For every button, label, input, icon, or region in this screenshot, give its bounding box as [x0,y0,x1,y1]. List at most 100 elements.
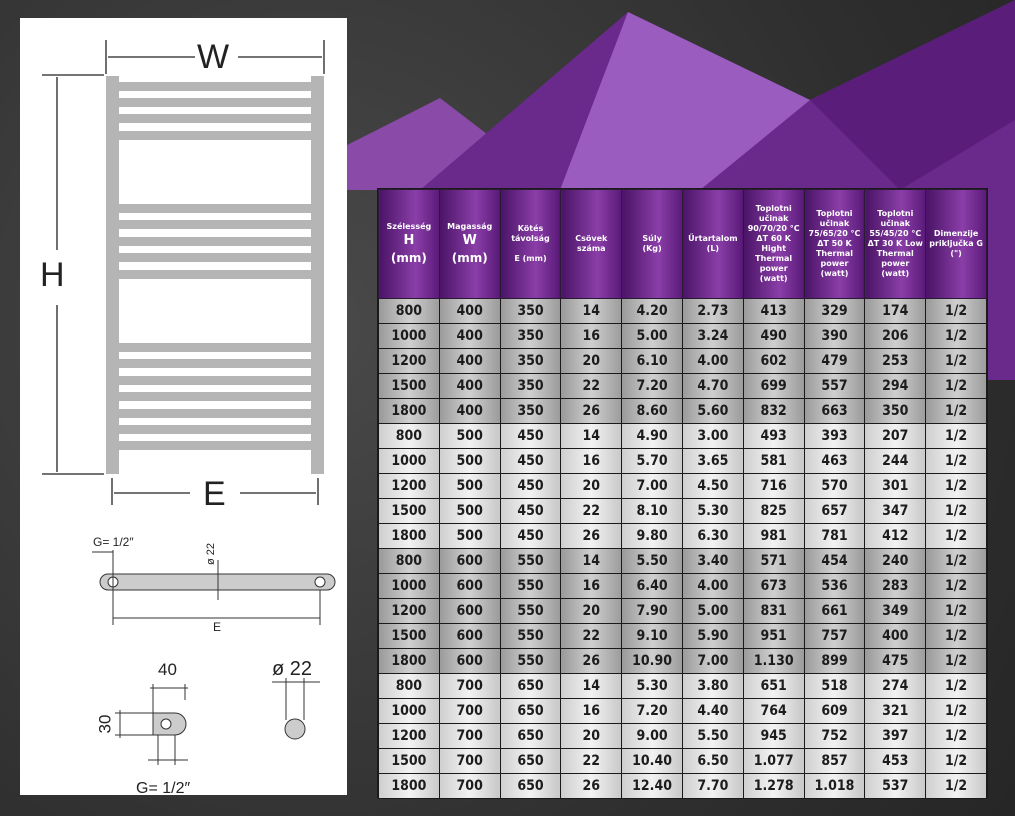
table-cell: 1/2 [925,723,987,749]
bracket-height-label: 30 [95,714,115,734]
table-row: 1200 400 350 20 6.10 4.00 602 479 253 1/2 [378,348,987,374]
table-cell: 350 [864,398,927,424]
table-cell: 6.10 [621,348,683,374]
table-cell: 657 [803,498,866,524]
table-cell: 825 [742,498,805,524]
table-cell: 207 [864,423,927,449]
table-cell: 350 [499,398,562,424]
table-cell: 650 [499,748,562,774]
table-cell: 350 [499,348,562,374]
table-cell: 3.40 [681,548,744,574]
table-cell: 2.73 [681,298,744,324]
left-rail [106,76,119,474]
table-cell: 1/2 [925,623,987,649]
table-row: 800 500 450 14 4.90 3.00 493 393 207 1/2 [378,423,987,449]
table-cell: 570 [803,473,866,499]
spec-table-container: Szélesség H (mm) Magasság W (mm) Kötés távol… [377,188,988,799]
table-row: 800 400 350 14 4.20 2.73 413 329 174 1/2 [378,298,987,324]
table-cell: 650 [499,673,562,699]
col-tube-count: Csövek száma [560,189,623,299]
right-rail [311,76,324,474]
connection-circle [314,576,326,588]
table-cell: 16 [560,323,623,349]
table-cell: 700 [438,748,501,774]
table-row: 1200 600 550 20 7.90 5.00 831 661 349 1/2 [378,598,987,624]
table-cell: 20 [560,723,623,749]
table-cell: 1/2 [925,473,987,499]
table-cell: 500 [438,473,501,499]
table-cell: 781 [803,523,866,549]
table-cell: 699 [742,373,805,399]
table-cell: 5.70 [621,448,683,474]
table-cell: 1500 [378,623,440,649]
table-cell: 1/2 [925,423,987,449]
table-cell: 600 [438,623,501,649]
table-cell: 1200 [378,348,440,374]
table-cell: 450 [499,473,562,499]
table-cell: 22 [560,373,623,399]
table-cell: 550 [499,623,562,649]
table-cell: 4.20 [621,298,683,324]
table-cell: 800 [378,298,440,324]
table-cell: 571 [742,548,805,574]
technical-drawing [42,40,336,765]
table-cell: 26 [560,648,623,674]
table-cell: 350 [499,298,562,324]
bracket-width-label: 40 [158,660,177,679]
table-cell: 479 [803,348,866,374]
dimension-lines [92,550,321,765]
table-cell: 518 [803,673,866,699]
table-cell: 8.10 [621,498,683,524]
table-cell: 3.80 [681,673,744,699]
drawing-panel [20,18,347,795]
table-cell: 14 [560,423,623,449]
col-centers: Kötés távolság E (mm) [499,189,562,299]
table-row: 1800 500 450 26 9.80 6.30 981 781 412 1/2 [378,523,987,549]
table-row: 1500 500 450 22 8.10 5.30 825 657 347 1/2 [378,498,987,524]
table-cell: 413 [742,298,805,324]
table-cell: 22 [560,623,623,649]
table-row: 1000 500 450 16 5.70 3.65 581 463 244 1/2 [378,448,987,474]
table-cell: 22 [560,498,623,524]
table-cell: 1500 [378,373,440,399]
table-cell: 475 [864,648,927,674]
table-cell: 6.30 [681,523,744,549]
table-cell: 600 [438,573,501,599]
table-cell: 757 [803,623,866,649]
table-cell: 450 [499,423,562,449]
spec-table: Szélesség H (mm) Magasság W (mm) Kötés távol… [378,189,987,799]
table-cell: 244 [864,448,927,474]
table-cell: 1200 [378,723,440,749]
col-height: Magasság W (mm) [438,189,501,299]
table-cell: 349 [864,598,927,624]
table-row: 1500 700 650 22 10.40 6.50 1.077 857 453 1/2 [378,748,987,774]
table-cell: 350 [499,373,562,399]
table-cell: 14 [560,548,623,574]
table-cell: 4.70 [681,373,744,399]
table-cell: 1/2 [925,373,987,399]
table-row: 1200 500 450 20 7.00 4.50 716 570 301 1/2 [378,473,987,499]
table-cell: 274 [864,673,927,699]
table-cell: 800 [378,673,440,699]
table-cell: 5.50 [621,548,683,574]
table-cell: 8.60 [621,398,683,424]
col-weight: Súly (Kg) [621,189,683,299]
table-cell: 7.70 [681,773,744,799]
table-cell: 1/2 [925,648,987,674]
table-cell: 1/2 [925,673,987,699]
centers-label: E [203,475,226,513]
table-cell: 4.40 [681,698,744,724]
table-cell: 700 [438,673,501,699]
col-width: Szélesség H (mm) [378,189,440,299]
table-cell: 350 [499,323,562,349]
table-cell: 1/2 [925,323,987,349]
table-cell: 650 [499,723,562,749]
table-cell: 536 [803,573,866,599]
table-cell: 764 [742,698,805,724]
table-cell: 1200 [378,473,440,499]
table-cell: 1/2 [925,448,987,474]
table-cell: 4.00 [681,573,744,599]
table-cell: 500 [438,523,501,549]
table-cell: 857 [803,748,866,774]
table-cell: 16 [560,448,623,474]
